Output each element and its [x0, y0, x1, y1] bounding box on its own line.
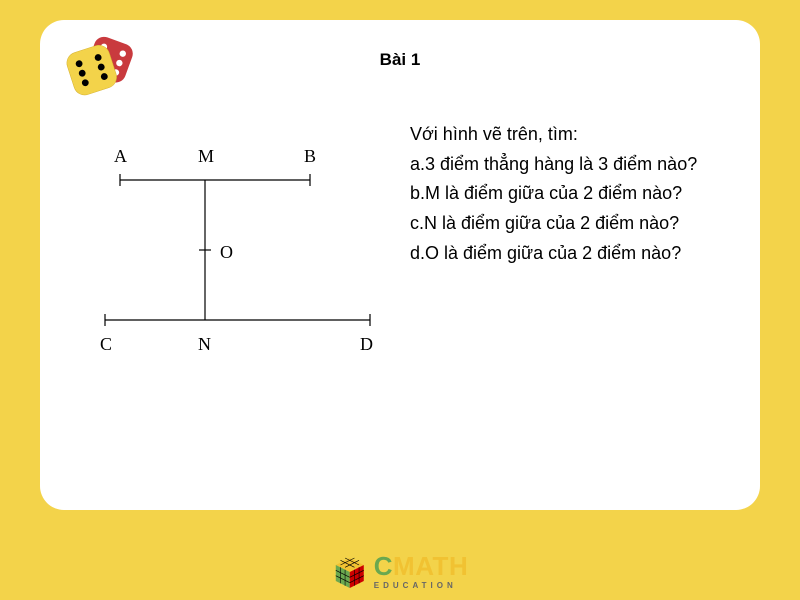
- point-label-a: A: [114, 146, 127, 167]
- geometry-diagram: A M B O C N D: [80, 130, 380, 370]
- exercise-title: Bài 1: [80, 50, 720, 70]
- rubiks-cube-icon: [332, 554, 368, 590]
- logo-text-block: CMATH EDUCATION: [374, 553, 468, 590]
- point-label-o: O: [220, 242, 233, 263]
- question-intro: Với hình vẽ trên, tìm:: [410, 120, 720, 150]
- logo-subtitle: EDUCATION: [374, 581, 468, 590]
- point-label-b: B: [304, 146, 316, 167]
- logo-text: CMATH: [374, 553, 468, 579]
- point-label-c: C: [100, 334, 112, 355]
- dice-decoration: [58, 26, 158, 116]
- point-label-d: D: [360, 334, 373, 355]
- question-b: b.M là điểm giữa của 2 điểm nào?: [410, 179, 720, 209]
- question-d: d.O là điểm giữa của 2 điểm nào?: [410, 239, 720, 269]
- question-block: Với hình vẽ trên, tìm: a.3 điểm thẳng hà…: [410, 120, 720, 268]
- content-row: A M B O C N D Với hình vẽ trên, tìm: a.3…: [80, 130, 720, 370]
- question-a: a.3 điểm thẳng hàng là 3 điểm nào?: [410, 150, 720, 180]
- point-label-n: N: [198, 334, 211, 355]
- point-label-m: M: [198, 146, 214, 167]
- brand-logo: CMATH EDUCATION: [332, 553, 468, 590]
- card: Bài 1 A M B O C N D: [40, 20, 760, 510]
- question-c: c.N là điểm giữa của 2 điểm nào?: [410, 209, 720, 239]
